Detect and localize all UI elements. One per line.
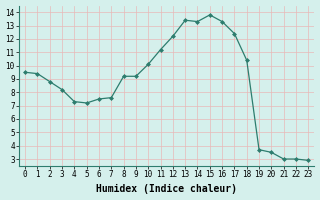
X-axis label: Humidex (Indice chaleur): Humidex (Indice chaleur) <box>96 184 237 194</box>
